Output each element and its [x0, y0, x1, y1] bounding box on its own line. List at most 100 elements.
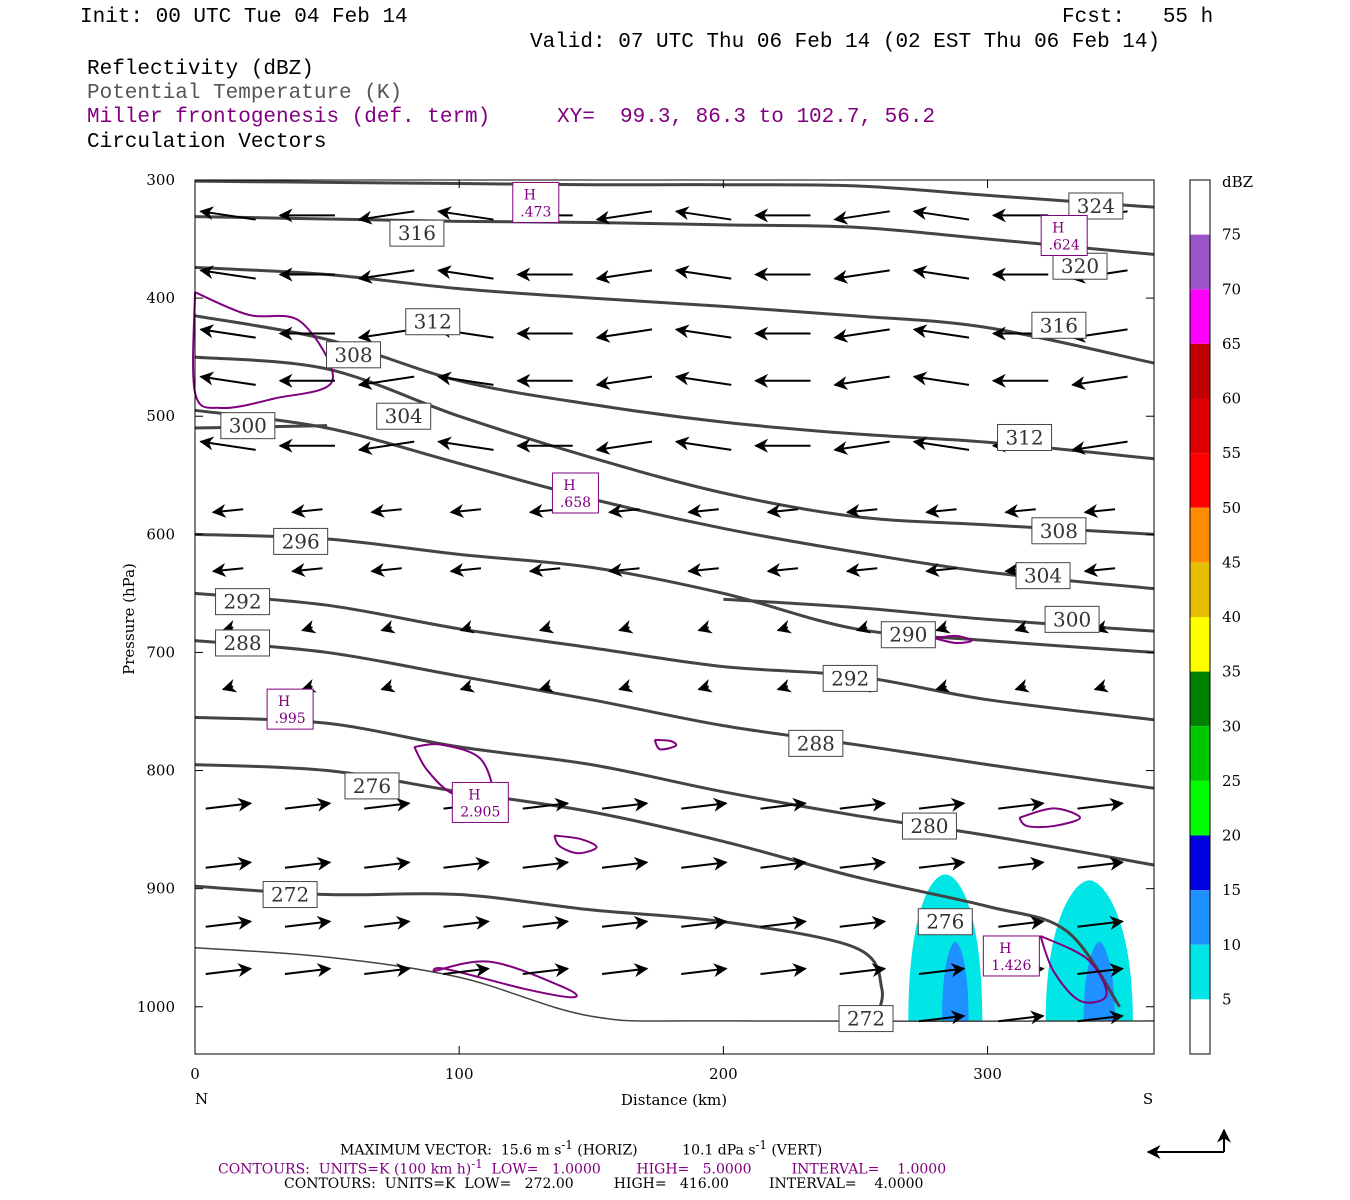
circulation-vector — [437, 436, 494, 451]
colorbar-label: 25 — [1222, 772, 1241, 790]
theta-label-276: 276 — [344, 772, 400, 800]
theta-label-text: 296 — [282, 529, 320, 553]
circulation-vector — [608, 563, 640, 577]
colorbar-label: 70 — [1222, 280, 1241, 298]
frontogenesis-contour-5 — [934, 634, 973, 645]
circulation-vector — [687, 503, 719, 518]
circulation-vector — [833, 440, 890, 455]
theta-label-box — [1068, 192, 1124, 220]
colorbar-label: 45 — [1222, 553, 1241, 571]
theta-label-text: 272 — [271, 883, 309, 907]
colorbar-label: 5 — [1222, 990, 1232, 1008]
theta-label-text: 304 — [1024, 564, 1062, 588]
circulation-vector — [674, 324, 732, 339]
theta-label-text: 308 — [334, 343, 372, 367]
theta-contour-280 — [194, 715, 1155, 867]
circulation-vector — [618, 679, 634, 693]
theta-label-276: 276 — [917, 908, 973, 936]
circulation-vector — [595, 375, 653, 390]
xy-range: XY= 99.3, 86.3 to 102.7, 56.2 — [557, 106, 936, 129]
colorbar-frame — [1189, 179, 1211, 1055]
circulation-vector — [760, 915, 807, 930]
frontogenesis-high-box — [451, 781, 509, 823]
frontogenesis-contours-line: CONTOURS: UNITS=K (100 km h)-1 LOW= 1.00… — [218, 1157, 947, 1178]
circulation-vector — [301, 619, 317, 634]
circulation-vector — [912, 436, 970, 451]
colorbar-segment — [1190, 289, 1210, 344]
theta-label-box — [917, 908, 973, 936]
circulation-vector — [357, 440, 415, 455]
circulation-vector — [998, 797, 1045, 812]
circulation-vector — [912, 265, 970, 280]
colorbar-label: 20 — [1222, 827, 1241, 845]
colorbar-segment — [1190, 507, 1210, 563]
init-time: Init: 00 UTC Tue 04 Feb 14 — [80, 6, 408, 29]
theta-label-box — [405, 308, 461, 336]
theta-label-text: 292 — [831, 666, 869, 690]
contour-labels: 324 320 316 316 312 312 308 308 304 304 300 300 296 2… — [215, 181, 1124, 1033]
theta-label-text: 288 — [797, 731, 835, 755]
circulation-vector — [855, 619, 872, 634]
field-circulation-vectors: Circulation Vectors — [87, 131, 327, 154]
circulation-vector — [925, 503, 957, 518]
theta-label-300: 300 — [1044, 605, 1100, 633]
theta-label-304: 304 — [1015, 562, 1071, 590]
circulation-vector — [918, 1010, 966, 1025]
circulation-vector — [357, 328, 415, 343]
circulation-vector — [681, 856, 728, 871]
theta-label-290: 290 — [880, 621, 936, 649]
y-tick-label: 500 — [146, 407, 175, 425]
y-tick-label: 1000 — [137, 998, 175, 1016]
x-axis-title: Distance (km) — [621, 1091, 727, 1109]
colorbar-label: 55 — [1222, 444, 1241, 462]
colorbar-label: 65 — [1222, 335, 1241, 353]
theta-contour-272 — [194, 946, 1155, 1023]
circulation-vector — [370, 503, 402, 518]
circulation-vector — [925, 563, 957, 577]
circulation-vector — [998, 1010, 1045, 1025]
circulation-vector — [595, 210, 653, 225]
circulation-vector — [199, 324, 256, 339]
circulation-vector — [1014, 679, 1030, 693]
frontogenesis-high-letter: H — [999, 941, 1011, 957]
circulation-vector — [364, 797, 411, 812]
circulation-vector — [211, 563, 244, 577]
colorbar-segment — [1190, 999, 1210, 1054]
circulation-vector — [199, 206, 256, 221]
circulation-vector — [918, 963, 966, 978]
circulation-vector — [845, 503, 878, 518]
theta-label-text: 288 — [223, 631, 261, 655]
frontogenesis-high-letter: H — [563, 478, 575, 494]
circulation-vector — [839, 856, 887, 871]
theta-label-320: 320 — [1052, 252, 1108, 280]
circulation-vector — [437, 265, 494, 280]
theta-label-308: 308 — [326, 341, 382, 369]
colorbar-segment — [1190, 835, 1210, 891]
circulation-vector — [528, 563, 561, 577]
circulation-vector — [1083, 563, 1116, 577]
colorbar-segment — [1190, 780, 1210, 836]
circulation-vector — [459, 619, 476, 634]
theta-label-288: 288 — [788, 729, 844, 757]
circulation-vector — [935, 619, 951, 634]
circulation-vector — [839, 797, 887, 812]
circulation-vector — [839, 963, 887, 978]
theta-contour-304 — [194, 408, 1155, 591]
circulation-vector — [538, 619, 555, 634]
circulation-vector — [1071, 375, 1128, 390]
colorbar-segment — [1190, 671, 1210, 727]
theta-label-288: 288 — [215, 629, 271, 657]
frontogenesis-high-box — [1040, 215, 1088, 257]
theta-contours-line: CONTOURS: UNITS=K LOW= 272.00 HIGH= 416.… — [284, 1176, 924, 1192]
circulation-vector — [199, 265, 256, 280]
theta-label-box — [215, 629, 271, 657]
circulation-vector — [608, 503, 640, 518]
theta-contour-308 — [194, 355, 1155, 536]
x-tick-label: 100 — [445, 1065, 474, 1083]
y-tick-label: 600 — [146, 525, 175, 543]
theta-label-312: 312 — [405, 308, 461, 336]
theta-label-box — [822, 664, 878, 692]
theta-contours — [194, 179, 1155, 1023]
circulation-vector — [918, 797, 966, 812]
colorbar-segment — [1190, 453, 1210, 508]
